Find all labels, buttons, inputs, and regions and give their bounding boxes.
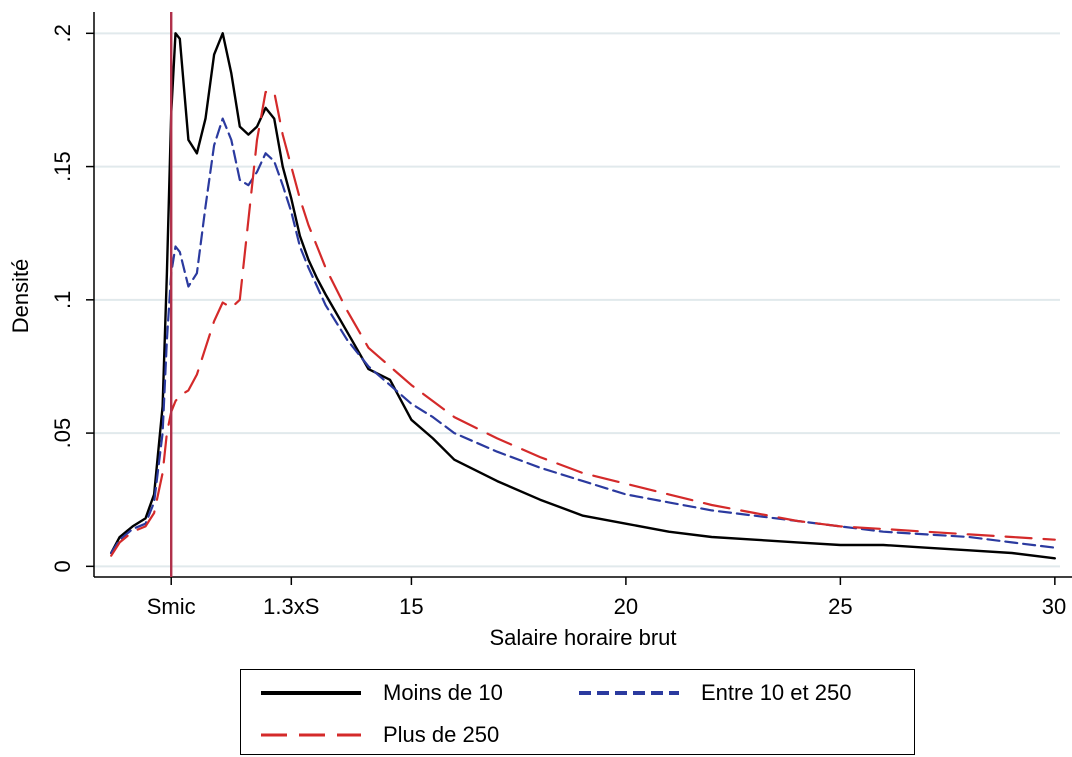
x-tick-label: 15 [399, 594, 423, 619]
legend-item-plus-de-250: Plus de 250 [261, 722, 499, 748]
y-tick-label: .05 [50, 418, 75, 449]
legend-label: Plus de 250 [383, 722, 500, 747]
legend-swatch-short-dash [579, 691, 679, 695]
series-line-moins-de-10 [110, 32, 1056, 560]
y-tick-label: .2 [50, 24, 75, 42]
legend-item-moins-de-10: Moins de 10 [261, 680, 503, 706]
x-tick-labels: Smic 1.3xS 15 20 25 30 [147, 594, 1066, 619]
y-tick-label: 0 [50, 560, 75, 572]
x-tick-label: 25 [828, 594, 852, 619]
legend-swatch-solid [261, 691, 361, 695]
series-line-entre-10-et-250 [110, 117, 1056, 555]
legend-label: Entre 10 et 250 [701, 680, 852, 705]
legend-item-entre-10-et-250: Entre 10 et 250 [579, 680, 851, 706]
x-axis-label: Salaire horaire brut [489, 625, 676, 650]
series-line-plus-de-250 [110, 90, 1056, 557]
x-tick-label: 20 [614, 594, 638, 619]
legend: Moins de 10 Entre 10 et 250 Plus de 250 [240, 669, 915, 755]
y-tick-labels: 0 .05 .1 .15 .2 [50, 24, 75, 572]
axes [86, 12, 1072, 585]
x-tick-label: 1.3xS [263, 594, 319, 619]
y-axis-label: Densité [8, 259, 33, 334]
x-tick-label: Smic [147, 594, 196, 619]
density-chart: Smic 1.3xS 15 20 25 30 0 .05 .1 .15 .2 Salaire ho… [8, 12, 1072, 650]
y-tick-label: .15 [50, 151, 75, 182]
series-lines [110, 32, 1056, 560]
legend-swatch-long-dash [261, 733, 361, 737]
x-tick-label: 30 [1042, 594, 1066, 619]
legend-label: Moins de 10 [383, 680, 503, 705]
y-tick-label: .1 [50, 291, 75, 309]
